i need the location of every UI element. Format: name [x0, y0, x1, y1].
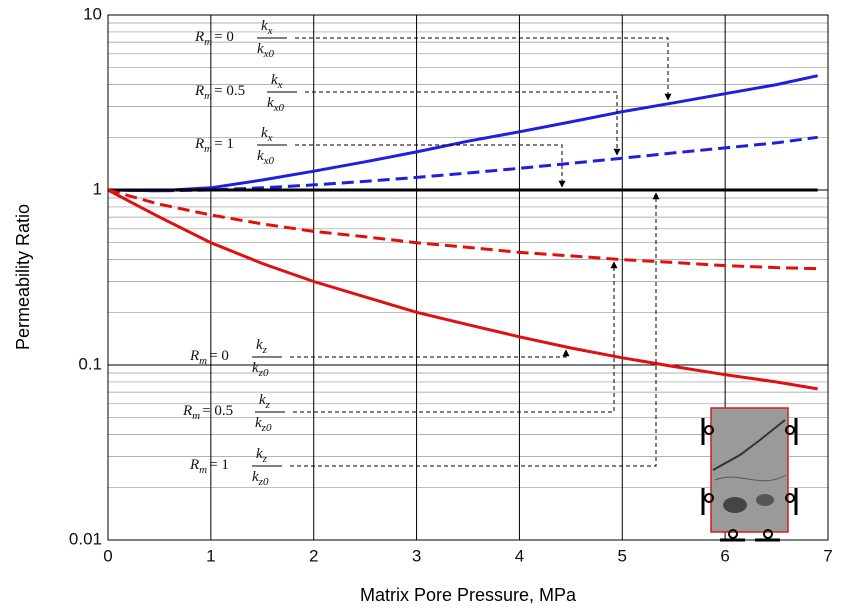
annotation-part: m [199, 355, 207, 367]
annotation-part: z0 [258, 367, 269, 379]
y-tick-label: 0.01 [69, 529, 102, 548]
annotation-arrow [290, 192, 660, 467]
annotation-part: z [262, 344, 268, 356]
annotation-part: R [182, 403, 192, 419]
annotation-part: R [189, 457, 199, 473]
annotation-part: z [262, 453, 268, 465]
annotation-part: x0 [263, 155, 275, 167]
fraction-denominator: kx0 [257, 148, 275, 166]
annotation-part: m [192, 410, 200, 422]
y-axis-label: Permeability Ratio [13, 204, 33, 350]
annotation-part: R [189, 348, 199, 364]
annotation-label: Rm = 0.5 [182, 403, 233, 421]
lines [107, 74, 819, 391]
fraction-denominator: kz0 [255, 415, 272, 433]
x-tick-label: 3 [412, 546, 421, 565]
annotation-part: k [257, 41, 264, 57]
inset-image [701, 407, 798, 542]
annotation-part: k [252, 469, 259, 485]
fraction-numerator: kx [261, 125, 273, 143]
annotation-arrow [305, 91, 621, 156]
annotation-part: m [204, 143, 212, 155]
annotation-part: R [194, 83, 204, 99]
annotation-part: = 0 [214, 29, 234, 45]
annotation-part: m [204, 90, 212, 102]
x-axis-label: Matrix Pore Pressure, MPa [360, 585, 577, 605]
fraction-numerator: kz [259, 392, 271, 410]
x-tick-label: 0 [103, 546, 112, 565]
annotation-part: k [255, 415, 262, 431]
fraction-numerator: kx [271, 72, 283, 90]
annotation-label: Rm = 0 [194, 29, 234, 47]
annotation-arrow [290, 349, 570, 358]
annotation-part: k [267, 95, 274, 111]
annotation-part: = 0.5 [214, 83, 245, 99]
annotation-part: k [252, 360, 259, 376]
x-tick-label: 4 [515, 546, 524, 565]
x-tick-label: 7 [823, 546, 832, 565]
annotation-part: k [259, 392, 266, 408]
annotation-arrow [295, 144, 566, 188]
annotation-part: z0 [261, 422, 272, 434]
annotation-part: k [261, 125, 268, 141]
annotation-part: = 1 [214, 136, 234, 152]
annotation-label: Rm = 1 [189, 457, 229, 475]
annotation-part: k [256, 337, 263, 353]
y-tick-label: 1 [93, 179, 102, 198]
annotation-part: m [199, 464, 207, 476]
annotation-part: k [256, 446, 263, 462]
fraction-denominator: kx0 [267, 95, 285, 113]
fraction-denominator: kz0 [252, 469, 269, 487]
annotation-label: Rm = 0 [189, 348, 229, 366]
fraction-denominator: kx0 [257, 41, 275, 59]
fraction-numerator: kz [256, 337, 268, 355]
annotation-part: R [194, 136, 204, 152]
y-tick-label: 10 [83, 4, 102, 23]
x-tick-label: 1 [206, 546, 215, 565]
annotation-part: k [261, 18, 268, 34]
annotation-part: z [265, 399, 271, 411]
annotation-part: m [204, 36, 212, 48]
fraction-denominator: kz0 [252, 360, 269, 378]
x-tick-label: 2 [309, 546, 318, 565]
annotation-part: k [271, 72, 278, 88]
annotation-part: k [257, 148, 264, 164]
y-tick-label: 0.1 [78, 354, 102, 373]
annotation-part: x0 [263, 48, 275, 60]
annotation-part: = 0.5 [202, 403, 233, 419]
annotation-part: x0 [273, 102, 285, 114]
line-series [107, 74, 819, 193]
annotation-part: = 1 [209, 457, 229, 473]
line-series [107, 188, 818, 271]
annotation-part: x [267, 25, 273, 37]
annotation-arrow [295, 37, 672, 101]
x-tick-label: 5 [618, 546, 627, 565]
plot-frame [107, 14, 829, 541]
annotation-label: Rm = 1 [194, 136, 234, 154]
fraction-numerator: kz [256, 446, 268, 464]
fraction-numerator: kx [261, 18, 273, 36]
line-series [107, 135, 818, 193]
annotation-label: Rm = 0.5 [194, 83, 245, 101]
annotation-part: R [194, 29, 204, 45]
annotation-part: x [277, 79, 283, 91]
annotation-part: z0 [258, 476, 269, 488]
x-tick-label: 6 [720, 546, 729, 565]
line-series [107, 188, 818, 391]
annotation-arrow [293, 261, 618, 413]
annotation-part: x [267, 132, 273, 144]
annotation-part: = 0 [209, 348, 229, 364]
